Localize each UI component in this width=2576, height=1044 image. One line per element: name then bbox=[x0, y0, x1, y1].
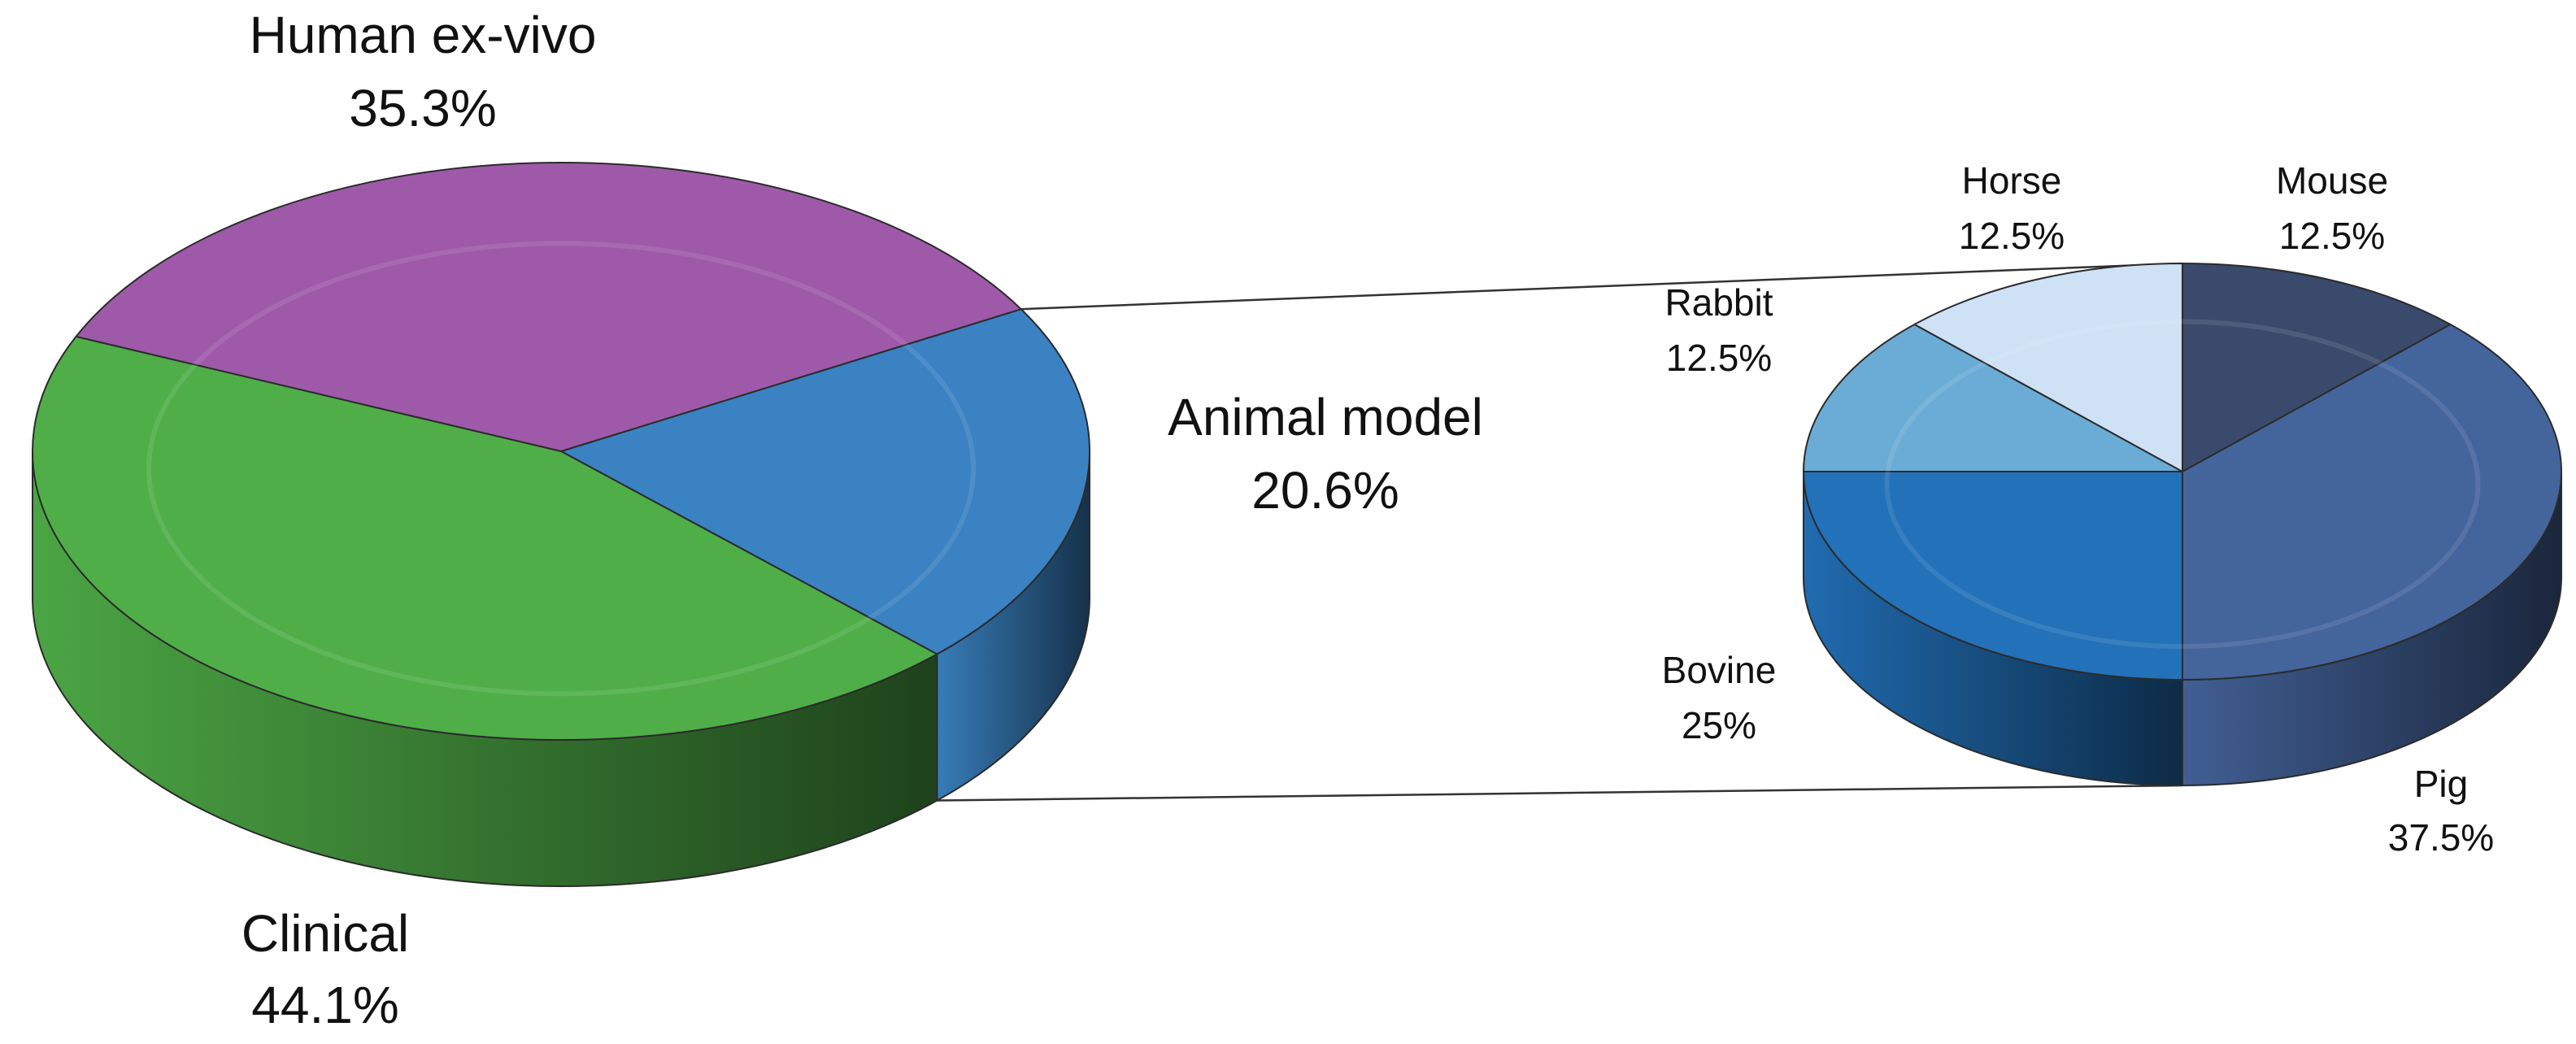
slice-rabbit bbox=[1803, 323, 2183, 472]
label-animal-model: Animal model bbox=[1168, 388, 1483, 446]
label-human-ex-vivo: Human ex-vivo bbox=[250, 6, 597, 64]
connector-line-bottom bbox=[937, 784, 2183, 802]
value-animal-model: 20.6% bbox=[1251, 461, 1399, 520]
slice-horse bbox=[1913, 263, 2183, 472]
connector-line-top bbox=[1020, 262, 2183, 311]
value-clinical: 44.1% bbox=[251, 976, 398, 1034]
slice-animal-model bbox=[560, 308, 1090, 655]
value-horse: 12.5% bbox=[1959, 215, 2065, 257]
label-bovine: Bovine bbox=[1662, 649, 1777, 691]
animal-model-breakdown-pie bbox=[1803, 263, 2562, 787]
label-rabbit: Rabbit bbox=[1665, 281, 1773, 324]
value-pig: 37.5% bbox=[2388, 816, 2494, 859]
slice-mouse bbox=[2182, 263, 2452, 472]
main-pie bbox=[32, 162, 1090, 887]
value-mouse: 12.5% bbox=[2279, 215, 2385, 257]
label-clinical: Clinical bbox=[242, 904, 409, 963]
value-human-ex-vivo: 35.3% bbox=[349, 79, 496, 137]
label-horse: Horse bbox=[1962, 159, 2062, 202]
slice-clinical bbox=[32, 335, 938, 741]
slice-bovine bbox=[1803, 471, 2183, 681]
bevel-highlight-sub bbox=[1884, 319, 2481, 650]
label-mouse: Mouse bbox=[2276, 159, 2388, 202]
value-rabbit: 12.5% bbox=[1666, 337, 1772, 379]
slice-human-ex-vivo bbox=[75, 162, 1022, 452]
connector-lines bbox=[937, 262, 2183, 802]
bevel-highlight-main bbox=[146, 241, 976, 697]
value-bovine: 25% bbox=[1682, 704, 1756, 746]
slice-pig bbox=[2182, 323, 2562, 681]
label-pig: Pig bbox=[2414, 763, 2468, 805]
